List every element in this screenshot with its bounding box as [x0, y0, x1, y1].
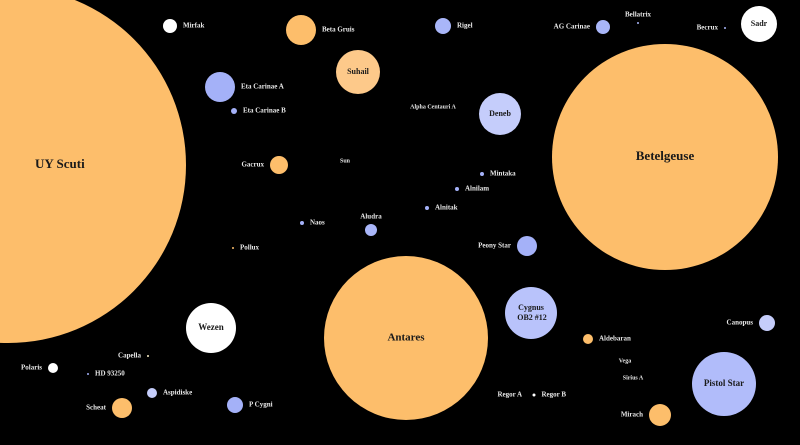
- star-label: Regor A: [497, 391, 522, 399]
- star-label: Sirius A: [623, 375, 644, 381]
- star: [505, 287, 557, 339]
- star: [692, 352, 756, 416]
- star: [425, 206, 429, 210]
- star-label: Alpha Centauri A: [410, 104, 456, 110]
- star-label: Vega: [619, 358, 631, 364]
- star: [479, 93, 521, 135]
- star: [227, 397, 243, 413]
- star-label: Mirfak: [183, 22, 204, 30]
- star: [147, 388, 157, 398]
- star-label: Cygnus OB2 #12: [515, 303, 547, 322]
- star-label: Polaris: [21, 364, 42, 372]
- star: [365, 224, 377, 236]
- star: [270, 156, 288, 174]
- star-label: Canopus: [727, 319, 754, 327]
- star: [532, 393, 536, 397]
- star: [112, 398, 132, 418]
- star-label: Sadr: [751, 19, 768, 28]
- star: [724, 27, 726, 29]
- star-label: Pistol Star: [704, 378, 744, 388]
- star: [759, 315, 775, 331]
- star-label: Gacrux: [241, 161, 264, 169]
- star: [186, 303, 236, 353]
- star: [637, 22, 639, 24]
- star-label: Mirach: [621, 411, 643, 419]
- star-label: Deneb: [489, 109, 511, 118]
- star-label: Eta Carinae A: [241, 83, 284, 91]
- star: [87, 373, 89, 375]
- star-label: Wezen: [198, 322, 224, 332]
- star: [0, 0, 186, 343]
- star-label: UY Scuti: [35, 156, 85, 171]
- star-label: Capella: [118, 352, 141, 360]
- star-label: Alnilam: [465, 185, 489, 193]
- star: [741, 6, 777, 42]
- star: [336, 50, 380, 94]
- star: [48, 363, 58, 373]
- star: [231, 108, 237, 114]
- star: [300, 221, 304, 225]
- star-label: Pollux: [240, 244, 260, 252]
- star: [205, 72, 235, 102]
- star-label: Aludra: [360, 213, 382, 221]
- star-label: HD 93250: [95, 370, 125, 378]
- star-label: Bellatrix: [625, 11, 652, 19]
- star: [324, 256, 488, 420]
- star: [480, 172, 484, 176]
- star-label: Becrux: [697, 24, 719, 32]
- star: [232, 247, 234, 249]
- star-label: Suhail: [347, 67, 370, 76]
- star: [552, 44, 778, 270]
- star-label: Eta Carinae B: [243, 107, 286, 115]
- star: [435, 18, 451, 34]
- star-label: AG Carinae: [554, 23, 590, 31]
- star-label: Regor B: [542, 391, 567, 399]
- star-label: Aldebaran: [599, 335, 631, 343]
- star: [455, 187, 459, 191]
- star-label: Rigel: [457, 22, 473, 30]
- star: [286, 15, 316, 45]
- star-label: Mintaka: [490, 170, 516, 178]
- star: [163, 19, 177, 33]
- star-label: Peony Star: [478, 242, 511, 250]
- star: [147, 355, 149, 357]
- star-label: P Cygni: [249, 401, 273, 409]
- star-label: Betelgeuse: [636, 148, 695, 163]
- star-label: Alnitak: [435, 204, 458, 212]
- star-label: Aspidiske: [163, 389, 192, 397]
- star-label: Sun: [340, 158, 351, 164]
- star-label: Antares: [387, 332, 425, 344]
- star-label: Beta Gruis: [322, 26, 355, 34]
- star: [517, 236, 537, 256]
- star-label: Naos: [310, 219, 325, 227]
- star: [583, 334, 593, 344]
- star-label: Scheat: [86, 404, 107, 412]
- star: [649, 404, 671, 426]
- star: [596, 20, 610, 34]
